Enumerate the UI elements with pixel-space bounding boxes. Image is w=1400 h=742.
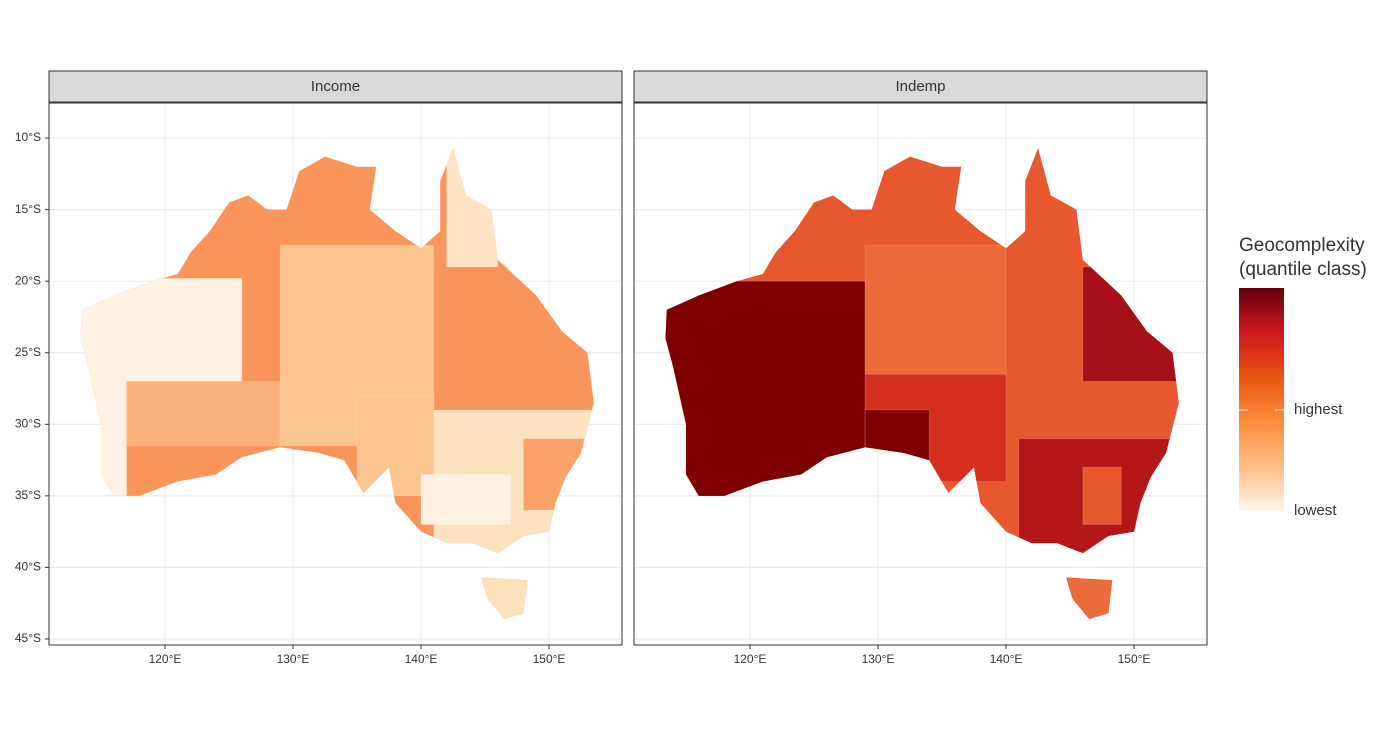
strip	[633, 70, 1208, 103]
y-tick-label: 10°S	[15, 130, 41, 144]
region	[1056, 566, 1122, 619]
y-tick-label: 40°S	[15, 560, 41, 574]
region	[864, 244, 1007, 375]
legend-title: (quantile class)	[1239, 259, 1367, 280]
region	[80, 380, 128, 497]
map-regions	[665, 148, 1179, 619]
region	[80, 277, 243, 382]
y-tick-label: 20°S	[15, 273, 41, 287]
x-tick-label: 120°E	[149, 652, 182, 666]
x-tick-label: 150°E	[533, 652, 566, 666]
y-tick-label: 25°S	[15, 345, 41, 359]
x-tick-label: 130°E	[277, 652, 310, 666]
legend-title: Geocomplexity	[1239, 235, 1365, 256]
x-tick-label: 140°E	[990, 652, 1023, 666]
strip	[48, 70, 623, 103]
legend-label: highest	[1294, 401, 1343, 418]
y-tick-label: 15°S	[15, 202, 41, 216]
x-tick-label: 120°E	[734, 652, 767, 666]
x-tick-label: 150°E	[1118, 652, 1151, 666]
region	[446, 148, 499, 268]
panel-border	[633, 102, 1208, 646]
map-regions	[80, 148, 594, 619]
region	[864, 409, 930, 468]
y-tick-label: 45°S	[15, 631, 41, 645]
region	[126, 380, 281, 447]
y-tick-label: 30°S	[15, 416, 41, 430]
region	[665, 280, 866, 511]
region	[522, 438, 588, 511]
legend-colorbar	[1239, 288, 1284, 511]
panel-title: Indemp	[895, 78, 945, 95]
region	[471, 566, 537, 619]
x-tick-label: 140°E	[405, 652, 438, 666]
legend-label: lowest	[1294, 502, 1337, 519]
x-tick-label: 130°E	[862, 652, 895, 666]
region	[420, 473, 512, 525]
panel-border	[48, 102, 623, 646]
panel-title: Income	[311, 78, 360, 95]
region	[1082, 466, 1122, 525]
y-tick-label: 35°S	[15, 488, 41, 502]
